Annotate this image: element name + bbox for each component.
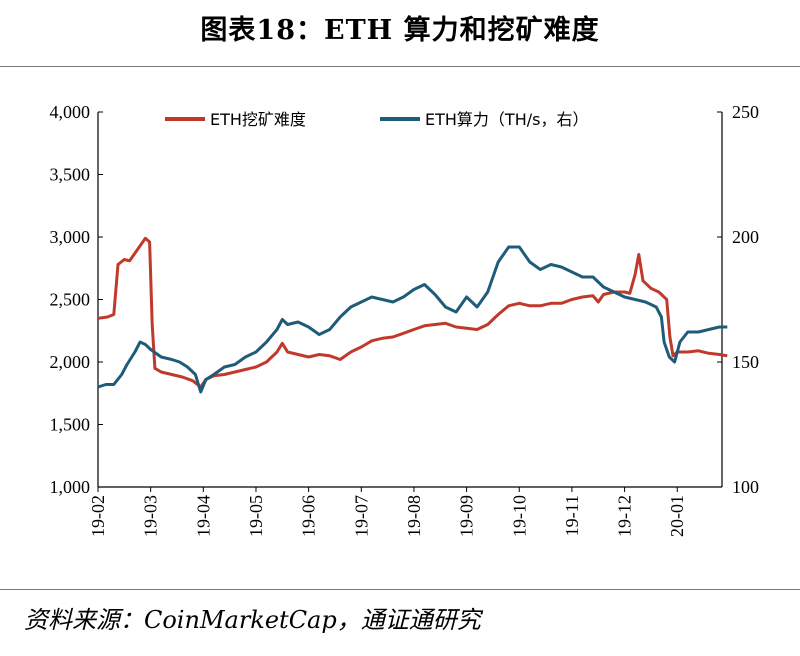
- x-tick-label: 20-01: [667, 495, 687, 537]
- right-tick-label: 100: [732, 477, 759, 497]
- left-tick-label: 4,000: [50, 102, 91, 122]
- left-tick-label: 2,500: [50, 290, 91, 310]
- right-tick-label: 150: [732, 352, 759, 372]
- x-tick-label: 19-07: [351, 495, 371, 537]
- difficulty-series-line: [97, 236, 728, 389]
- hashrate-series-line: [97, 245, 728, 394]
- left-tick-label: 1,500: [50, 415, 91, 435]
- x-tick-label: 19-11: [562, 495, 582, 536]
- x-tick-label: 19-04: [193, 495, 213, 537]
- left-tick-label: 2,000: [50, 352, 91, 372]
- x-tick-label: 19-02: [88, 495, 108, 537]
- left-tick-label: 3,500: [50, 165, 91, 185]
- figure-title: 图表18：ETH 算力和挖矿难度: [200, 15, 600, 46]
- x-tick-label: 19-09: [457, 495, 477, 537]
- x-tick-label: 19-10: [509, 495, 529, 537]
- chart-series: [97, 236, 728, 394]
- eth-hashrate-difficulty-chart: 1,000 1,500 2,000 2,500 3,000 3,500 4,000 100 15…: [50, 102, 760, 537]
- x-tick-label: 19-08: [404, 495, 424, 537]
- right-tick-label: 250: [732, 102, 759, 122]
- legend-label-difficulty: ETH挖矿难度: [210, 110, 306, 129]
- chart-legend: ETH挖矿难度 ETH算力（TH/s，右）: [165, 110, 588, 129]
- title-divider: [0, 66, 800, 67]
- source-divider: [0, 589, 800, 590]
- chart-axes: 1,000 1,500 2,000 2,500 3,000 3,500 4,000 100 15…: [50, 102, 760, 537]
- x-tick-label: 19-12: [615, 495, 635, 537]
- legend-label-hashrate: ETH算力（TH/s，右）: [425, 110, 588, 129]
- left-tick-label: 3,000: [50, 227, 91, 247]
- x-tick-label: 19-03: [141, 495, 161, 537]
- x-tick-label: 19-06: [299, 495, 319, 537]
- right-tick-label: 200: [732, 227, 759, 247]
- left-tick-label: 1,000: [50, 477, 91, 497]
- source-note: 资料来源：CoinMarketCap，通证通研究: [24, 606, 481, 634]
- x-tick-label: 19-05: [246, 495, 266, 537]
